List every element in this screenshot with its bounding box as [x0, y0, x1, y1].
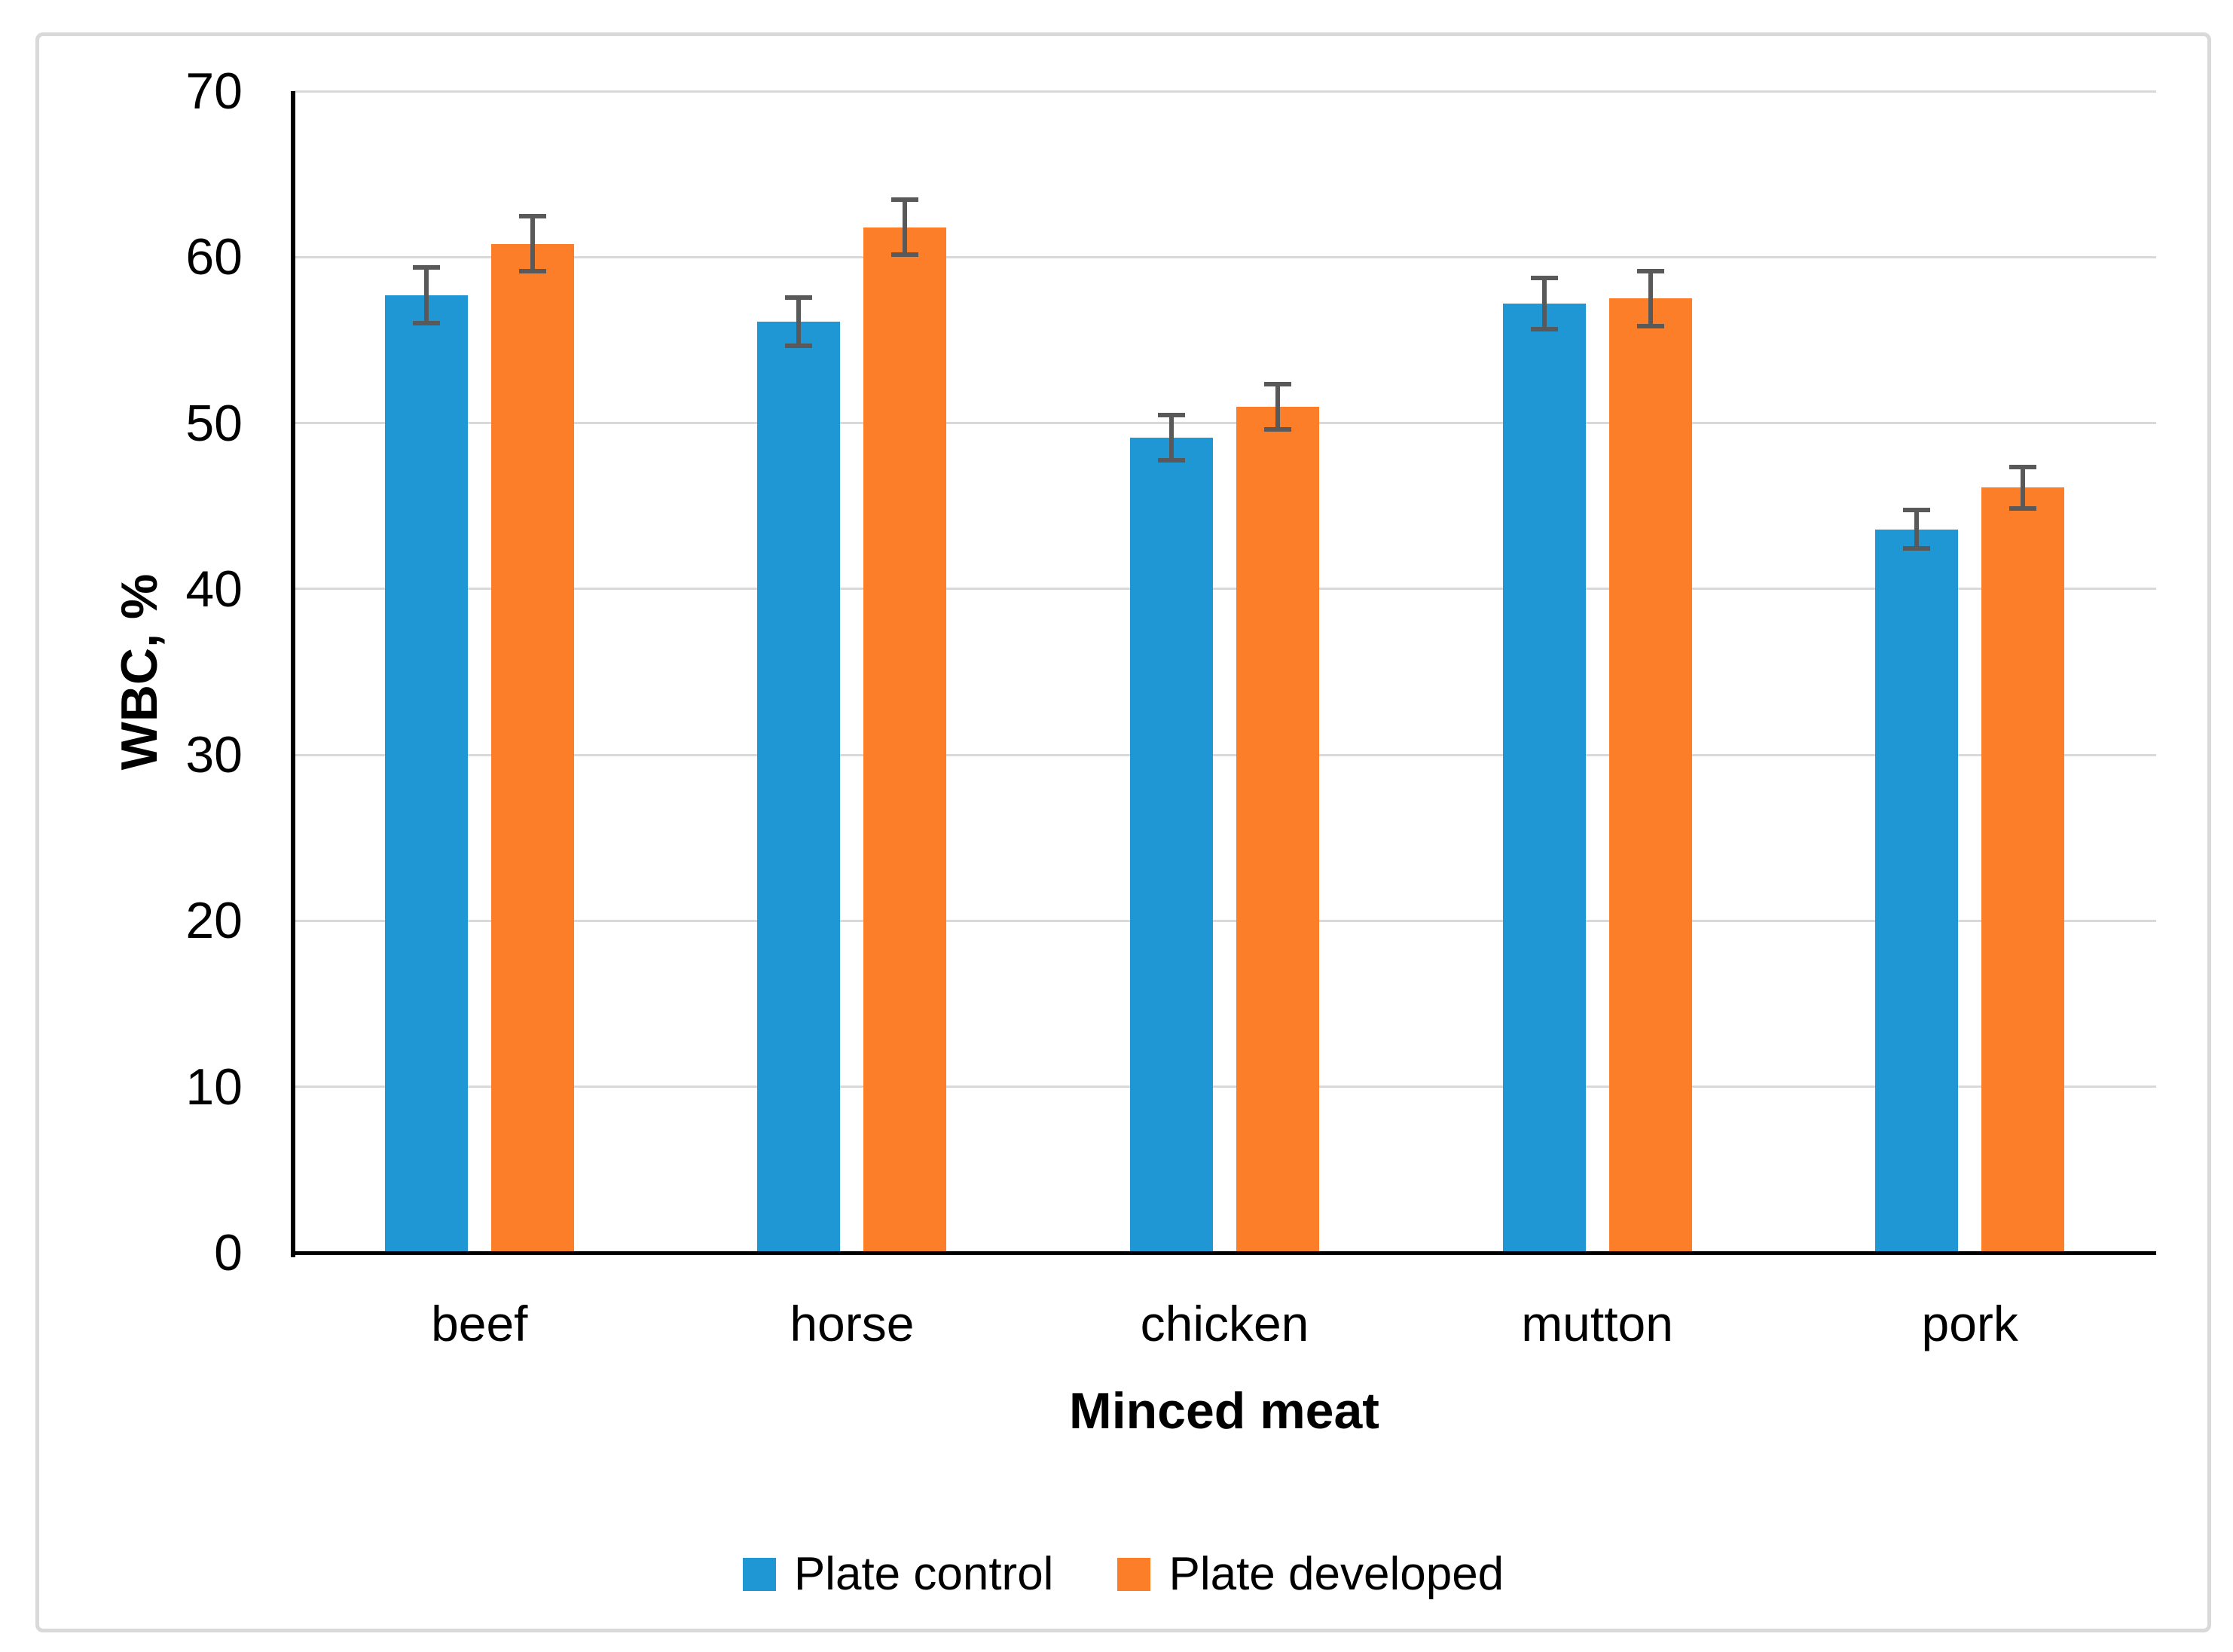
error-bar-cap-top [1903, 507, 1931, 512]
bar-chicken-control [1130, 438, 1213, 1253]
error-bar [1158, 413, 1185, 463]
y-gridline [293, 753, 2156, 756]
error-bar-cap-bottom [891, 252, 919, 258]
x-category-label-chicken: chicken [1140, 1296, 1309, 1351]
error-bar-stem [1914, 507, 1920, 551]
error-bar [412, 265, 440, 325]
error-bar-stem [1541, 275, 1547, 332]
error-bar [891, 197, 919, 258]
error-bar [518, 214, 546, 274]
y-tick-label: 0 [214, 1224, 243, 1281]
error-bar-cap-bottom [2009, 506, 2037, 511]
legend-label: Plate control [793, 1548, 1054, 1600]
error-bar-stem [1648, 268, 1653, 328]
error-bar [1903, 507, 1931, 551]
error-bar-cap-top [2009, 464, 2037, 469]
y-gridline [293, 90, 2156, 93]
chart-legend: Plate control Plate developed [35, 1541, 2211, 1608]
x-category-label-horse: horse [790, 1296, 915, 1351]
error-bar-cap-top [412, 265, 440, 270]
bar-pork-control [1875, 529, 1959, 1253]
legend-item-plate-developed: Plate developed [1117, 1550, 1504, 1599]
bar-beef-developed [490, 243, 574, 1253]
y-tick-label: 70 [185, 63, 243, 120]
error-bar-cap-top [518, 214, 546, 218]
y-gridline [293, 588, 2156, 591]
error-bar-cap-bottom [412, 320, 440, 325]
bar-chicken-developed [1236, 406, 1319, 1253]
error-bar-cap-top [1264, 381, 1291, 386]
error-bar-cap-bottom [518, 269, 546, 274]
bar-mutton-developed [1608, 298, 1692, 1253]
error-bar-cap-top [785, 295, 813, 300]
y-gridline [293, 422, 2156, 425]
error-bar [1264, 381, 1291, 432]
error-bar-cap-bottom [1264, 426, 1291, 432]
y-gridline [293, 1086, 2156, 1089]
error-bar-stem [2021, 464, 2026, 511]
error-bar [2009, 464, 2037, 511]
y-tick-label: 30 [185, 726, 243, 784]
error-bar-stem [1275, 381, 1280, 432]
bar-horse-developed [863, 227, 947, 1253]
y-tick-label: 20 [185, 892, 243, 950]
error-bar-stem [423, 265, 429, 325]
x-category-label-pork: pork [1921, 1296, 2018, 1351]
bar-pork-developed [1981, 487, 2065, 1253]
x-axis-title: Minced meat [1069, 1382, 1379, 1440]
y-tick-label: 10 [185, 1058, 243, 1116]
x-axis-line [291, 1251, 2156, 1255]
error-bar-stem [903, 197, 908, 258]
legend-item-plate-control: Plate control [742, 1548, 1054, 1600]
error-bar-cap-top [1158, 413, 1185, 418]
error-bar-cap-bottom [1636, 324, 1664, 328]
error-bar-cap-top [1530, 275, 1558, 280]
error-bar-cap-bottom [1530, 327, 1558, 332]
error-bar-stem [530, 214, 535, 274]
bar-beef-control [384, 295, 468, 1253]
legend-swatch-icon [742, 1558, 776, 1591]
error-bar-cap-bottom [785, 344, 813, 349]
x-category-label-mutton: mutton [1521, 1296, 1673, 1351]
error-bar [1636, 268, 1664, 328]
legend-swatch-icon [1117, 1558, 1151, 1591]
error-bar-cap-bottom [1903, 546, 1931, 551]
bar-mutton-control [1502, 303, 1586, 1253]
error-bar [1530, 275, 1558, 332]
y-tick-label: 60 [185, 228, 243, 286]
error-bar-stem [1169, 413, 1174, 463]
error-bar-stem [796, 295, 802, 349]
y-tick-label: 50 [185, 394, 243, 452]
y-gridline [293, 255, 2156, 258]
error-bar [785, 295, 813, 349]
x-category-label-beef: beef [431, 1296, 528, 1351]
error-bar-cap-bottom [1158, 458, 1185, 463]
y-axis-title: WBC, % [111, 573, 168, 771]
y-tick-label: 40 [185, 560, 243, 618]
legend-label: Plate developed [1168, 1548, 1504, 1600]
bar-horse-control [757, 322, 841, 1253]
error-bar-cap-top [1636, 268, 1664, 273]
error-bar-cap-top [891, 197, 919, 202]
y-axis-line [291, 91, 295, 1257]
y-gridline [293, 919, 2156, 922]
